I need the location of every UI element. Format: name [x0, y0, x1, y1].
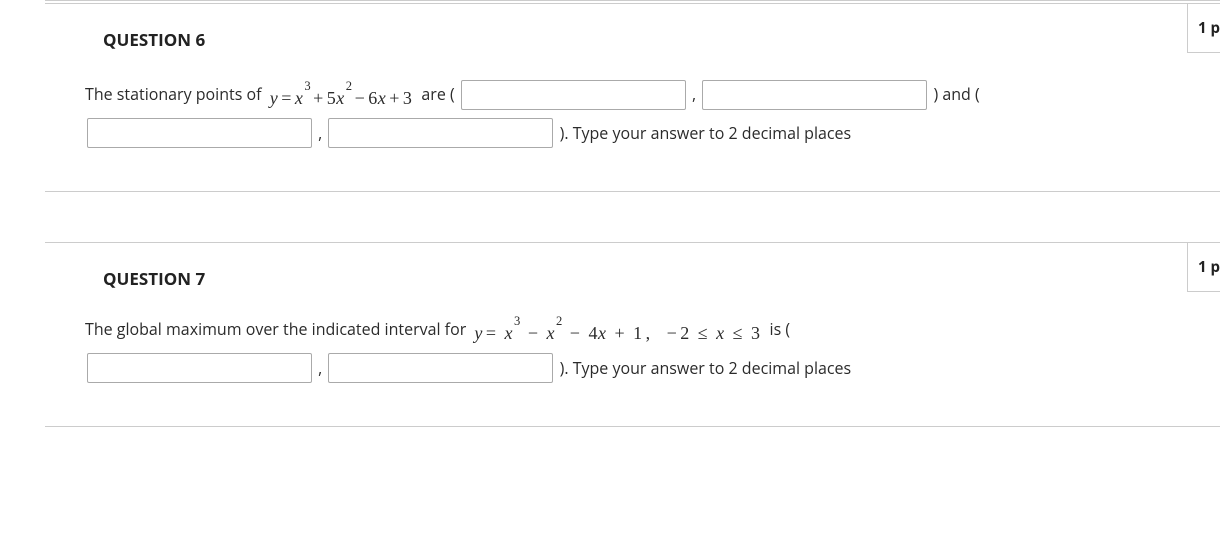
answer-input-3[interactable]	[87, 118, 312, 148]
separator: ) and (	[933, 83, 979, 105]
question-text: The stationary points of	[85, 83, 266, 105]
question-block-7: QUESTION 7 1 p The global maximum over t…	[45, 242, 1220, 427]
separator: ,	[318, 357, 326, 379]
question-body: The stationary points of y=x3+5x2−6x+3 a…	[45, 75, 1196, 151]
answer-input-4[interactable]	[328, 118, 553, 148]
question-text: The global maximum over the indicated in…	[85, 318, 470, 340]
question-title: QUESTION 6	[45, 4, 205, 75]
answer-input-1[interactable]	[87, 353, 312, 383]
question-text: are (	[421, 83, 458, 105]
answer-input-1[interactable]	[461, 80, 686, 110]
separator: ,	[318, 122, 326, 144]
question-title: QUESTION 7	[45, 243, 205, 314]
question-header: QUESTION 6 1 p	[45, 4, 1196, 75]
question-block-6: QUESTION 6 1 p The stationary points of …	[45, 3, 1220, 192]
points-badge: 1 p	[1187, 4, 1220, 53]
answer-input-2[interactable]	[328, 353, 553, 383]
question-text: is (	[770, 318, 791, 340]
equation: y=x3+5x2−6x+3	[266, 88, 422, 108]
separator: ,	[692, 83, 700, 105]
question-tail: ). Type your answer to 2 decimal places	[560, 122, 852, 144]
question-header: QUESTION 7 1 p	[45, 243, 1196, 314]
answer-input-2[interactable]	[702, 80, 927, 110]
equation: y= x3 − x2 − 4x + 1, −2 ≤ x ≤ 3	[470, 323, 769, 343]
question-body: The global maximum over the indicated in…	[45, 310, 1196, 386]
question-tail: ). Type your answer to 2 decimal places	[560, 357, 852, 379]
points-badge: 1 p	[1187, 243, 1220, 292]
